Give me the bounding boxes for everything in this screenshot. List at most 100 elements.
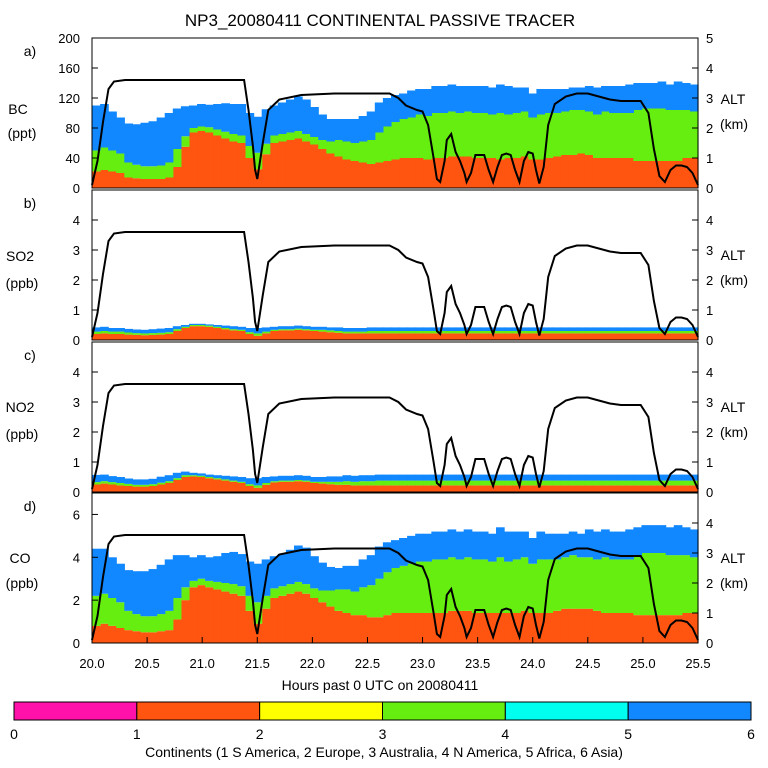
bar-segment xyxy=(601,485,610,492)
bar-segment xyxy=(188,323,198,325)
bar-segment xyxy=(140,479,150,485)
bar-segment xyxy=(132,178,142,188)
bar-segment xyxy=(689,613,699,643)
bar-segment xyxy=(92,548,101,596)
bar-segment xyxy=(689,529,699,558)
bar-segment xyxy=(455,331,465,334)
bar-segment xyxy=(342,475,352,482)
bar-segment xyxy=(197,326,206,340)
bar-segment xyxy=(374,331,384,334)
bar-segment xyxy=(544,333,554,340)
bar-segment xyxy=(318,602,327,643)
bar-segment xyxy=(269,588,279,598)
bar-segment xyxy=(277,480,287,482)
bar-segment xyxy=(318,483,327,492)
bar-segment xyxy=(528,613,537,643)
bar-segment xyxy=(188,472,198,476)
bar-segment xyxy=(471,331,481,334)
bar-segment xyxy=(172,598,182,620)
bar-segment xyxy=(536,485,546,492)
bar-segment xyxy=(584,529,594,558)
y-tick-label: 6 xyxy=(73,507,80,522)
bar-segment xyxy=(601,327,610,331)
bar-segment xyxy=(552,485,562,492)
bar-segment xyxy=(318,562,327,591)
bar-segment xyxy=(350,565,360,592)
bar-segment xyxy=(156,476,166,483)
bar-segment xyxy=(205,325,214,327)
bar-segment xyxy=(302,475,311,481)
bar-segment xyxy=(633,480,643,486)
bar-segment xyxy=(310,326,319,330)
bar-segment xyxy=(633,331,643,334)
bar-segment xyxy=(100,104,109,148)
bar-segment xyxy=(92,625,101,643)
bar-segment xyxy=(681,110,691,158)
bar-segment xyxy=(399,538,408,566)
bar-segment xyxy=(504,480,513,486)
bar-segment xyxy=(625,333,634,340)
bar-segment xyxy=(487,485,497,492)
bar-segment xyxy=(479,559,489,613)
bar-segment xyxy=(108,171,117,188)
bar-segment xyxy=(504,333,513,340)
bar-segment xyxy=(536,474,546,481)
bar-segment xyxy=(261,331,271,334)
bar-segment xyxy=(237,104,247,136)
colorbar-tick-label: 1 xyxy=(133,726,141,742)
bar-segment xyxy=(407,474,416,481)
bar-segment xyxy=(576,331,586,334)
alt-axis-label: ALT xyxy=(721,247,746,263)
bar-segment xyxy=(148,333,158,335)
bar-segment xyxy=(609,327,618,331)
bar-segment xyxy=(294,325,303,329)
bar-segment xyxy=(180,146,190,188)
bar-segment xyxy=(164,113,174,163)
bar-segment xyxy=(568,110,578,155)
bar-segment xyxy=(463,529,473,558)
bar-segment xyxy=(625,327,634,331)
alt-tick-label: 0 xyxy=(706,485,713,500)
bar-segment xyxy=(447,331,457,334)
bar-segment xyxy=(245,334,255,340)
bar-segment xyxy=(277,134,287,142)
bar-segment xyxy=(140,616,150,633)
y-tick-label: 1 xyxy=(73,303,80,318)
bar-segment xyxy=(463,474,473,481)
panel-units: (ppb) xyxy=(6,575,39,591)
bar-segment xyxy=(681,331,691,334)
bar-segment xyxy=(431,331,441,334)
x-tick-label: 21.0 xyxy=(190,656,215,671)
bar-segment xyxy=(399,485,408,492)
bar-segment xyxy=(253,602,263,624)
bar-segment xyxy=(285,326,295,330)
bar-segment xyxy=(689,557,699,613)
bar-segment xyxy=(326,481,335,485)
bar-segment xyxy=(423,331,432,334)
bar-segment xyxy=(334,589,344,611)
bar-segment xyxy=(148,486,158,492)
bar-segment xyxy=(673,480,683,486)
bar-segment xyxy=(374,480,384,486)
bar-segment xyxy=(310,481,319,483)
bar-segment xyxy=(641,108,651,161)
bar-segment xyxy=(584,111,594,155)
bar-segment xyxy=(326,566,335,591)
bar-segment xyxy=(617,559,626,613)
bar-segment xyxy=(496,557,505,613)
bar-segment xyxy=(164,328,174,333)
alt-axis-units: (km) xyxy=(720,575,748,591)
bar-segment xyxy=(213,581,222,590)
bar-segment xyxy=(528,480,537,486)
bar-segment xyxy=(496,474,505,481)
bar-segment xyxy=(92,150,101,172)
bar-segment xyxy=(673,525,683,556)
bar-segment xyxy=(358,141,368,163)
bar-segment xyxy=(568,608,578,643)
bar-segment xyxy=(504,561,513,613)
bar-segment xyxy=(390,485,400,492)
bar-segment xyxy=(269,143,279,188)
bar-segment xyxy=(681,527,691,556)
bar-segment xyxy=(641,331,651,334)
bar-segment xyxy=(552,474,562,481)
